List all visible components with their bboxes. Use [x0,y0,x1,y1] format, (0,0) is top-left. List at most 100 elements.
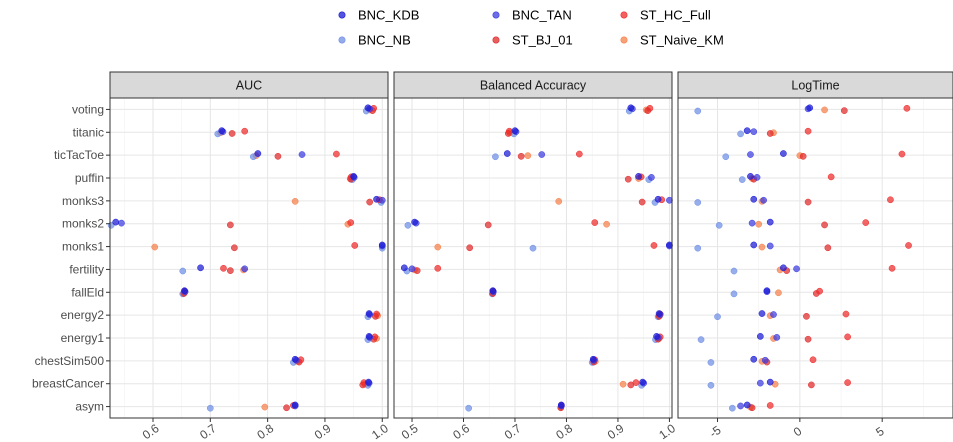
panel-logtime: LogTime -5 0 5 [677,71,953,441]
legend-label-st-hc-full: ST_HC_Full [640,8,711,23]
point-logtime-falleld-st-naive-km [775,289,782,297]
x-axis-logtime: -5 0 5 [707,418,887,441]
y-tick-label-puffin: puffin [75,171,104,185]
point-balanced-accuracy-monks1-st-hc-full [650,242,658,249]
x-tick-label-balanced-accuracy-0-8: 0.8 [553,421,575,442]
point-logtime-titanic-bnc-kdb [743,127,751,135]
legend-item-bnc-tan: BNC_TAN [492,8,572,23]
point-auc-asym-bnc-kdb [291,401,299,409]
point-balanced-accuracy-monks1-bnc-kdb [666,241,673,249]
point-auc-fertility-bnc-kdb [197,264,204,272]
point-logtime-breastcancer-bnc-nb [707,381,715,389]
x-tick-label-auc-1-0: 1.0 [369,421,391,442]
point-logtime-titanic-bnc-tan [750,128,758,136]
point-auc-monks2-st-bj-01 [227,221,234,229]
legend-marker-st-naive-km [620,36,628,44]
point-logtime-breastcancer-st-bj-01 [808,381,815,389]
point-logtime-titanic-st-bj-01 [766,130,774,137]
strip-auc [109,71,389,99]
y-tick-label-breastcancer: breastCancer [32,377,104,391]
y-tick-label-asym: asym [75,400,104,414]
panel-auc: AUC 0.6 0.7 0.8 0.9 1.0 [107,71,391,442]
point-auc-fertility-st-hc-full [220,264,227,272]
x-tick-label-balanced-accuracy-0-9: 0.9 [605,421,627,442]
point-auc-titanic-bnc-kdb [218,127,226,135]
point-logtime-monks3-bnc-kdb [750,195,758,203]
y-tick-label-titanic: titanic [73,125,104,139]
point-logtime-falleld-st-hc-full [816,287,823,295]
point-logtime-breastcancer-bnc-kdb [766,378,774,386]
legend-item-st-bj-01: ST_BJ_01 [492,33,573,48]
legend-label-st-naive-km: ST_Naive_KM [640,33,724,48]
point-logtime-chestsim500-bnc-tan [761,356,769,364]
point-balanced-accuracy-asym-bnc-kdb [557,401,565,409]
x-tick-label-balanced-accuracy-0-7: 0.7 [502,421,524,442]
point-auc-monks2-bnc-tan [118,219,125,227]
x-tick-label-auc-0-6: 0.6 [140,421,162,442]
point-balanced-accuracy-titanic-bnc-kdb [511,127,519,135]
point-balanced-accuracy-tictactoe-bnc-tan [538,151,546,158]
y-tick-label-fertility: fertility [69,262,104,276]
point-logtime-voting-bnc-nb [694,107,702,115]
point-auc-puffin-bnc-kdb [350,173,357,180]
point-auc-monks1-st-naive-km [151,243,159,251]
point-auc-asym-bnc-nb [206,404,214,412]
point-logtime-asym-bnc-tan [737,402,744,410]
x-tick-label-balanced-accuracy-0-5: 0.5 [399,421,421,442]
x-tick-label-logtime-5: 5 [873,424,887,439]
point-auc-monks1-st-hc-full [351,242,359,249]
plot-bg-balanced-accuracy [394,98,672,418]
point-logtime-tictactoe-bnc-nb [722,153,730,161]
point-balanced-accuracy-monks3-bnc-kdb [654,195,662,203]
point-logtime-chestsim500-bnc-kdb [750,355,758,363]
legend-item-st-hc-full: ST_HC_Full [620,8,711,23]
legend-marker-bnc-kdb [338,11,346,19]
point-logtime-falleld-bnc-kdb [763,287,771,295]
point-auc-fertility-bnc-tan [241,265,249,273]
point-balanced-accuracy-fertility-bnc-kdb [400,264,408,272]
strip-balanced-accuracy [393,71,673,99]
point-logtime-monks1-st-naive-km [758,243,766,251]
point-logtime-energy1-bnc-nb [697,336,705,343]
point-logtime-energy2-bnc-tan [770,311,777,318]
point-auc-asym-st-naive-km [261,403,269,411]
point-auc-tictactoe-st-bj-01 [274,152,282,160]
point-logtime-tictactoe-bnc-kdb [780,150,787,157]
point-balanced-accuracy-puffin-st-bj-01 [624,175,632,183]
strip-label-balanced-accuracy: Balanced Accuracy [480,79,587,93]
point-balanced-accuracy-fertility-st-hc-full [434,264,442,272]
x-tick-label-balanced-accuracy-1-0: 1.0 [656,421,678,442]
legend: BNC_KDB BNC_TAN ST_HC_Full BNC_NB ST_BJ_01 ST… [338,8,724,48]
point-auc-chestsim500-bnc-kdb [291,355,299,363]
point-balanced-accuracy-puffin-bnc-tan [648,174,655,181]
point-logtime-energy2-bnc-kdb [758,310,766,317]
point-logtime-breastcancer-st-hc-full [844,379,851,386]
point-logtime-monks1-st-hc-full [905,242,912,249]
point-logtime-monks3-st-hc-full [887,196,894,204]
y-tick-label-voting: voting [72,102,104,116]
point-auc-breastcancer-bnc-kdb [365,378,372,386]
point-logtime-tictactoe-st-hc-full [898,150,906,158]
point-balanced-accuracy-monks2-st-hc-full [591,219,599,226]
point-auc-titanic-st-bj-01 [228,130,236,137]
point-auc-falleld-bnc-kdb [181,287,188,295]
point-balanced-accuracy-voting-bnc-kdb [627,104,635,112]
point-balanced-accuracy-tictactoe-st-naive-km [524,152,532,159]
point-logtime-titanic-bnc-nb [737,130,744,138]
point-logtime-fertility-bnc-tan [793,265,800,273]
point-balanced-accuracy-titanic-st-hc-full [505,127,513,135]
panel-balanced-accuracy: Balanced Accuracy 0.5 0.6 0.7 0.8 0.9 1.0 [393,71,678,442]
point-logtime-voting-bnc-kdb [806,104,814,112]
point-balanced-accuracy-monks2-bnc-kdb [411,218,418,226]
point-auc-monks2-st-hc-full [347,219,355,226]
point-logtime-asym-st-hc-full [766,402,774,409]
point-logtime-monks3-bnc-tan [760,196,767,204]
point-logtime-energy2-st-hc-full [842,310,850,318]
legend-marker-bnc-nb [338,36,346,44]
point-auc-energy2-st-hc-full [373,310,380,318]
point-balanced-accuracy-monks1-bnc-nb [529,244,537,252]
point-balanced-accuracy-monks1-st-naive-km [434,243,442,251]
point-logtime-monks1-bnc-nb [694,244,702,252]
plot-bg-auc [110,98,388,418]
